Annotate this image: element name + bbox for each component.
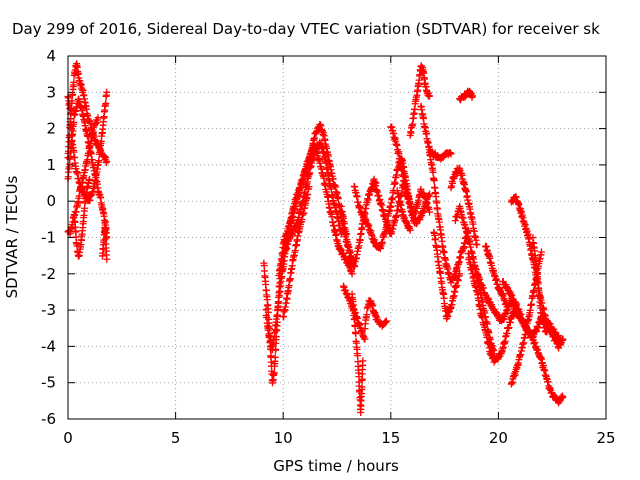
data-point-t14 xyxy=(382,317,390,325)
data-point-t15 xyxy=(361,335,369,343)
y-axis-label: SDTVAR / TECUs xyxy=(3,175,21,298)
data-point-t6 xyxy=(103,234,111,241)
data-point-t20 xyxy=(447,150,455,158)
data-point-t2 xyxy=(103,88,111,96)
data-point-t22 xyxy=(473,241,481,249)
data-point-t16 xyxy=(426,208,434,216)
x-tick-label: 0 xyxy=(63,429,73,447)
data-point-t23 xyxy=(469,92,477,100)
data-point-t2 xyxy=(102,99,110,107)
data-point-t18 xyxy=(426,92,434,100)
data-point-t3 xyxy=(70,118,78,126)
y-tick-label: 2 xyxy=(46,120,56,138)
data-point-t11 xyxy=(356,236,364,244)
data-point-t2 xyxy=(95,157,103,165)
data-point-t17 xyxy=(403,186,411,194)
data-point-t7 xyxy=(270,369,278,377)
data-point-t5 xyxy=(86,175,94,183)
data-point-t31 xyxy=(406,226,414,234)
data-point-t12 xyxy=(391,179,399,187)
data-point-t10 xyxy=(286,275,294,283)
y-tick-label: -5 xyxy=(41,374,56,392)
data-point-t21 xyxy=(456,270,464,278)
y-tick-label: -2 xyxy=(41,265,56,283)
data-point-t29 xyxy=(528,300,536,308)
y-tick-label: -4 xyxy=(41,337,56,355)
tick-labels: 0 5 10 15 20 25 -6 -5 -4 -3 -2 -1 0 1 2 3 4 xyxy=(41,47,616,447)
data-point-t1 xyxy=(103,157,111,165)
data-point-t30 xyxy=(535,285,543,293)
y-tick-label: -3 xyxy=(41,301,56,319)
x-axis-label: GPS time / hours xyxy=(273,457,399,475)
data-point-t30 xyxy=(559,335,567,343)
data-point-t7 xyxy=(271,353,279,361)
data-point-t32 xyxy=(503,302,511,310)
x-tick-label: 15 xyxy=(381,429,400,447)
x-tick-label: 20 xyxy=(489,429,508,447)
y-tick-label: -6 xyxy=(41,410,56,428)
data-point-t5 xyxy=(70,211,78,219)
data-points xyxy=(64,60,567,416)
plot-border xyxy=(67,55,607,420)
data-point-t8 xyxy=(266,332,274,340)
data-point-t19 xyxy=(429,168,437,176)
x-tick-label: 25 xyxy=(596,429,615,447)
x-tick-label: 5 xyxy=(171,429,181,447)
y-tick-label: 1 xyxy=(46,156,56,174)
y-tick-label: 0 xyxy=(46,192,56,210)
data-point-t6 xyxy=(102,218,110,226)
data-point-t1 xyxy=(70,78,78,86)
data-point-t19 xyxy=(430,177,438,185)
data-point-t13 xyxy=(358,383,366,391)
data-point-t29 xyxy=(537,248,545,256)
data-point-t20 xyxy=(446,149,454,157)
data-point-t3 xyxy=(103,255,111,263)
data-point-t14 xyxy=(363,311,371,319)
data-point-t13 xyxy=(351,322,359,330)
data-point-t4 xyxy=(94,114,102,122)
data-point-t13 xyxy=(359,357,367,365)
data-point-t13 xyxy=(354,352,362,360)
data-point-t21 xyxy=(431,235,439,243)
y-tick-label: -1 xyxy=(41,229,56,247)
chart-title: Day 299 of 2016, Sidereal Day-to-day VTE… xyxy=(12,20,600,38)
x-tick-label: 10 xyxy=(274,429,293,447)
y-tick-label: 4 xyxy=(46,47,56,65)
data-point-t17 xyxy=(426,190,434,198)
data-point-t25 xyxy=(464,250,472,258)
data-point-t13 xyxy=(352,330,360,338)
data-point-t30 xyxy=(535,292,543,300)
data-point-t8 xyxy=(274,305,282,313)
data-point-t10 xyxy=(305,183,313,191)
y-tick-label: 3 xyxy=(46,83,56,101)
data-point-t9 xyxy=(348,270,356,278)
data-point-t27 xyxy=(559,393,567,401)
